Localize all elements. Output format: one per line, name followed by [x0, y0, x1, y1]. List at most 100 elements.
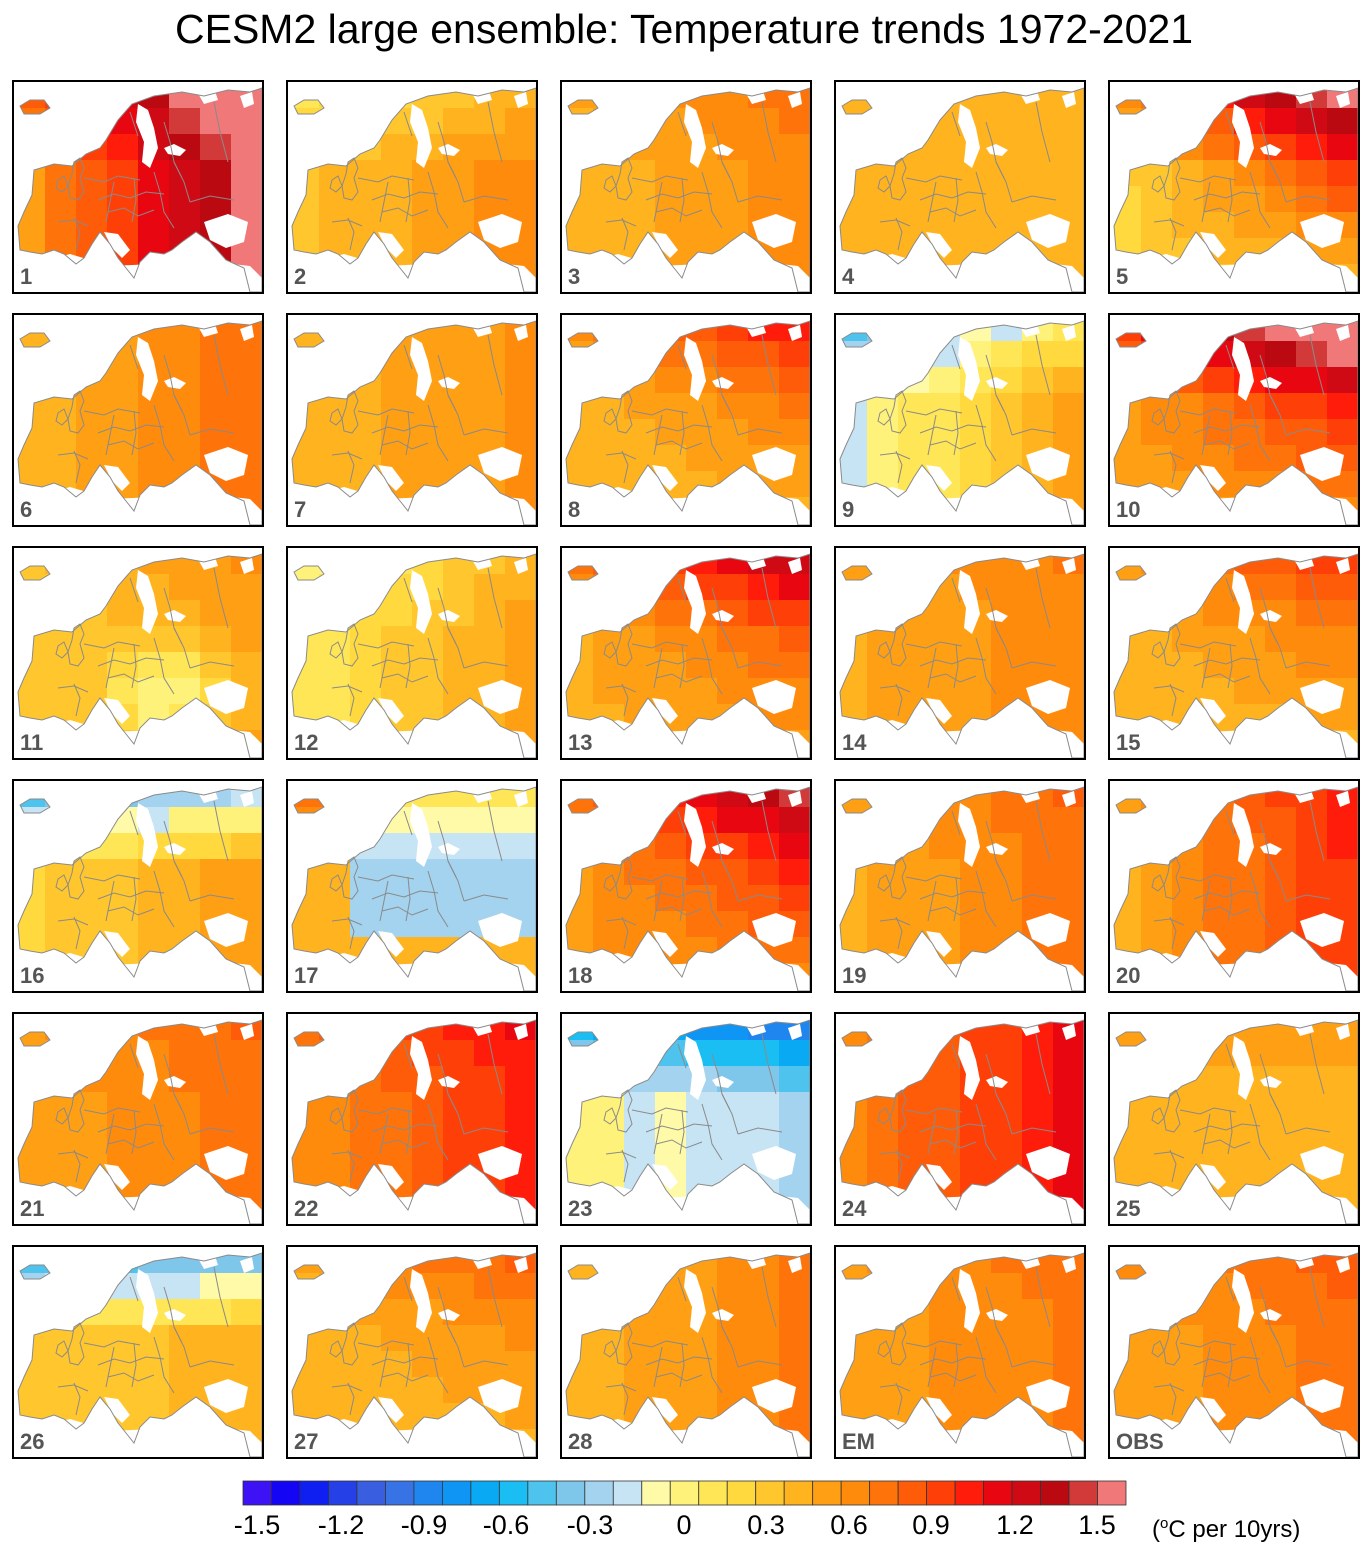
trend-cell: [443, 911, 475, 938]
border-line: [55, 1107, 69, 1125]
map-svg: [288, 553, 536, 758]
trend-cell: [960, 937, 992, 964]
trend-cell: [1053, 600, 1084, 627]
trend-cell: [200, 367, 232, 394]
border-line: [1285, 1127, 1331, 1135]
trend-cell: [1053, 341, 1084, 368]
border-line: [631, 874, 689, 882]
trend-cell: [1234, 238, 1266, 265]
trend-cell: [107, 1066, 139, 1093]
trend-cell: [929, 859, 961, 886]
border-line: [905, 1107, 963, 1115]
trend-cell: [867, 807, 899, 834]
trend-cell: [929, 787, 961, 808]
border-line: [953, 177, 959, 223]
trend-cell: [779, 1092, 810, 1119]
trend-cell: [1114, 367, 1142, 394]
trend-cell: [45, 574, 77, 601]
trend-cell: [717, 704, 749, 731]
sea-mask: [958, 570, 980, 634]
border-line: [1163, 623, 1181, 667]
trend-cell: [898, 1118, 930, 1145]
trend-cell: [350, 212, 382, 239]
trend-cell: [18, 108, 46, 135]
trend-cell: [717, 885, 749, 912]
trend-cell: [593, 186, 625, 213]
trend-cell: [18, 160, 46, 187]
trend-cell: [1265, 393, 1297, 420]
trend-cell: [991, 238, 1023, 265]
trend-cell: [381, 554, 413, 575]
country-borders: [17, 786, 262, 991]
trend-cell: [624, 393, 656, 420]
trend-cell: [1172, 859, 1204, 886]
trend-cell: [76, 807, 108, 834]
border-line: [379, 1346, 389, 1388]
trend-cell: [624, 574, 656, 601]
border-line: [711, 354, 731, 412]
trend-cell: [840, 1299, 868, 1326]
border-line: [565, 786, 810, 991]
trend-cell: [779, 134, 810, 161]
trend-cell: [350, 1144, 382, 1171]
trend-cell: [381, 859, 413, 886]
trend-cell: [840, 212, 868, 239]
trend-cell: [566, 1040, 594, 1067]
map-panel: OBS: [1108, 1245, 1360, 1459]
trend-cell: [107, 134, 139, 161]
trend-cell: [200, 885, 232, 912]
trend-cell: [1141, 419, 1173, 446]
trend-cell: [717, 1092, 749, 1119]
border-line: [603, 641, 617, 659]
trend-cell: [138, 911, 170, 938]
trend-cell: [76, 911, 108, 938]
trend-cell: [1327, 600, 1358, 627]
trend-cell: [350, 367, 382, 394]
trend-cell: [898, 160, 930, 187]
trend-cell: [1327, 652, 1358, 679]
border-line: [153, 171, 175, 229]
trend-cell: [898, 807, 930, 834]
trend-cell: [593, 833, 625, 860]
trend-cell: [960, 1170, 992, 1197]
border-line: [1285, 894, 1331, 902]
trend-cell: [1265, 212, 1297, 239]
trend-cell: [686, 238, 718, 265]
border-line: [73, 217, 81, 251]
trend-cell: [624, 1020, 656, 1041]
sea-mask: [1062, 1257, 1076, 1273]
trend-cell: [929, 1253, 961, 1274]
border-line: [381, 1139, 429, 1149]
sea-mask: [196, 88, 218, 104]
trend-cell: [107, 160, 139, 187]
sea-mask: [164, 1076, 186, 1088]
trend-cell: [991, 393, 1023, 420]
panel-label: OBS: [1116, 1429, 1164, 1454]
border-line: [905, 408, 963, 416]
trend-cell: [867, 1144, 899, 1171]
trend-cell: [1114, 212, 1142, 239]
trend-cell: [566, 88, 594, 109]
trend-cell: [412, 419, 444, 446]
trend-cell: [593, 807, 625, 834]
sea-mask: [410, 1269, 432, 1333]
trend-cell: [412, 652, 444, 679]
trend-cell: [1141, 554, 1173, 575]
border-line: [57, 452, 89, 460]
trend-cell: [1141, 678, 1173, 705]
panel-label: 28: [568, 1429, 593, 1454]
trend-cell: [566, 212, 594, 239]
trend-cell: [169, 574, 201, 601]
trend-cell: [1022, 1066, 1054, 1093]
border-line: [879, 918, 911, 926]
border-line: [919, 1123, 987, 1133]
trend-cell: [1265, 160, 1297, 187]
trend-cell: [1172, 1118, 1204, 1145]
border-line: [975, 171, 997, 229]
trend-cell: [1114, 1144, 1142, 1171]
trend-cell: [1327, 574, 1358, 601]
panel-label: 19: [842, 963, 867, 988]
border-line: [213, 800, 229, 862]
border-line: [615, 390, 633, 434]
trend-cell: [566, 859, 594, 886]
